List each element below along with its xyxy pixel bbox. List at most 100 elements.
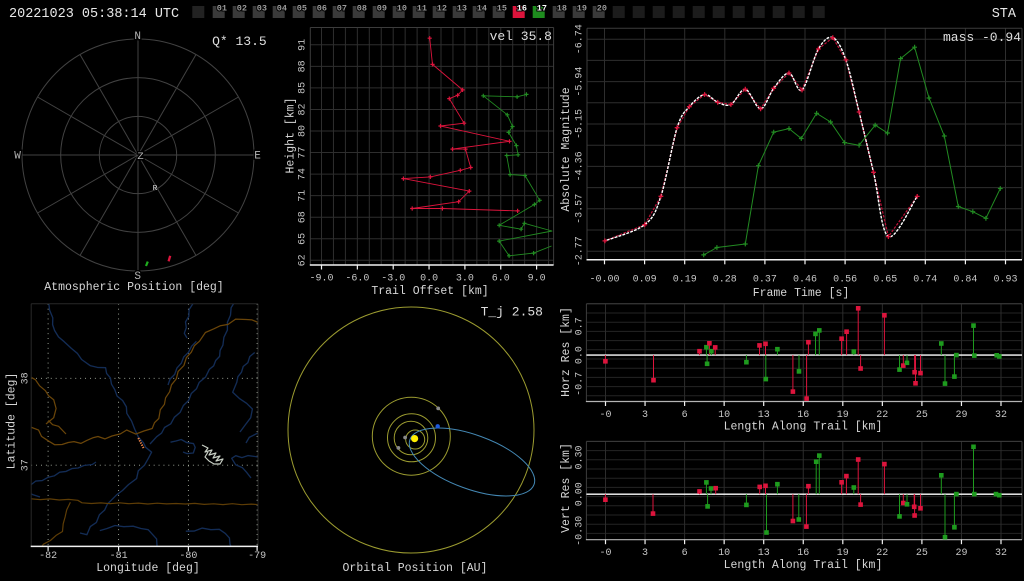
svg-text:19: 19: [577, 4, 587, 14]
svg-text:32: 32: [995, 410, 1007, 421]
svg-text:25: 25: [916, 548, 928, 559]
svg-text:25: 25: [916, 410, 928, 421]
svg-text:0.19: 0.19: [673, 275, 697, 286]
svg-text:16: 16: [517, 4, 527, 14]
svg-text:Atmospheric Position [deg]: Atmospheric Position [deg]: [44, 281, 223, 294]
svg-text:80: 80: [298, 125, 309, 137]
svg-text:32: 32: [995, 548, 1007, 559]
svg-text:-0.7: -0.7: [575, 372, 586, 396]
svg-text:10: 10: [397, 4, 407, 14]
svg-text:04: 04: [277, 4, 287, 14]
svg-text:02: 02: [237, 4, 247, 14]
svg-text:Orbital Position [AU]: Orbital Position [AU]: [343, 562, 488, 575]
svg-text:68: 68: [298, 211, 309, 223]
svg-text:Length Along Trail [km]: Length Along Trail [km]: [724, 421, 883, 434]
svg-text:0.84: 0.84: [953, 275, 977, 286]
svg-text:0.00: 0.00: [575, 482, 586, 506]
svg-text:22: 22: [876, 410, 888, 421]
svg-text:14: 14: [477, 4, 487, 14]
svg-text:-3.0: -3.0: [381, 273, 405, 284]
svg-text:W: W: [14, 151, 21, 163]
svg-text:15: 15: [497, 4, 507, 14]
svg-text:Frame Time [s]: Frame Time [s]: [753, 287, 850, 300]
svg-text:82: 82: [298, 103, 309, 115]
svg-text:6: 6: [682, 548, 688, 559]
svg-text:13: 13: [457, 4, 467, 14]
svg-text:16: 16: [797, 548, 809, 559]
svg-text:STA: STA: [992, 7, 1017, 22]
svg-text:19: 19: [837, 548, 849, 559]
svg-text:0.28: 0.28: [713, 275, 737, 286]
svg-text:0.0: 0.0: [575, 346, 586, 364]
svg-text:N: N: [134, 31, 141, 43]
svg-text:-0: -0: [599, 410, 611, 421]
svg-text:11: 11: [417, 4, 427, 14]
svg-text:-3.57: -3.57: [575, 194, 586, 224]
svg-text:-4.36: -4.36: [575, 151, 586, 181]
svg-text:13: 13: [758, 548, 770, 559]
svg-text:0.56: 0.56: [833, 275, 857, 286]
svg-text:Horz Res [km]: Horz Res [km]: [560, 307, 573, 397]
svg-text:3: 3: [642, 410, 648, 421]
svg-text:-6.0: -6.0: [345, 273, 369, 284]
svg-text:6.0: 6.0: [492, 273, 510, 284]
svg-text:03: 03: [257, 4, 267, 14]
svg-text:18: 18: [557, 4, 567, 14]
svg-text:07: 07: [337, 4, 347, 14]
svg-text:-5.15: -5.15: [575, 109, 586, 139]
svg-text:Longitude [deg]: Longitude [deg]: [96, 562, 200, 575]
svg-text:Latitude [deg]: Latitude [deg]: [6, 373, 19, 470]
svg-text:16: 16: [797, 410, 809, 421]
svg-text:-80: -80: [179, 551, 197, 562]
svg-text:17: 17: [537, 4, 547, 14]
svg-text:9.0: 9.0: [528, 273, 546, 284]
svg-text:-0: -0: [599, 548, 611, 559]
svg-text:12: 12: [437, 4, 447, 14]
svg-text:29: 29: [955, 548, 967, 559]
svg-text:0.74: 0.74: [913, 275, 937, 286]
svg-text:38: 38: [21, 372, 32, 384]
svg-text:Z: Z: [137, 151, 143, 163]
svg-text:3: 3: [642, 548, 648, 559]
svg-text:-5.94: -5.94: [575, 67, 586, 97]
svg-text:E: E: [254, 151, 261, 163]
svg-text:vel 35.8: vel 35.8: [490, 29, 552, 44]
svg-text:88: 88: [298, 60, 309, 72]
svg-text:Height [km]: Height [km]: [285, 98, 298, 174]
svg-text:Length Along Trail [km]: Length Along Trail [km]: [724, 559, 883, 572]
svg-text:0.46: 0.46: [793, 275, 817, 286]
svg-text:3.0: 3.0: [456, 273, 474, 284]
svg-text:-6.74: -6.74: [575, 24, 586, 54]
svg-text:Absolute Magnitude: Absolute Magnitude: [560, 87, 573, 211]
svg-text:74: 74: [298, 168, 309, 180]
svg-text:29: 29: [955, 410, 967, 421]
svg-text:-79: -79: [248, 551, 266, 562]
svg-text:10: 10: [718, 410, 730, 421]
svg-text:91: 91: [298, 39, 309, 51]
svg-text:0.0: 0.0: [420, 273, 438, 284]
svg-text:37: 37: [21, 459, 32, 471]
svg-text:22: 22: [876, 548, 888, 559]
svg-text:Q* 13.5: Q* 13.5: [212, 34, 267, 49]
svg-text:0.7: 0.7: [575, 317, 586, 335]
svg-text:19: 19: [837, 410, 849, 421]
svg-text:0.30: 0.30: [575, 445, 586, 469]
svg-text:05: 05: [297, 4, 307, 14]
svg-text:0.93: 0.93: [993, 275, 1017, 286]
svg-text:S: S: [134, 271, 141, 283]
svg-text:6: 6: [682, 410, 688, 421]
svg-text:0.65: 0.65: [873, 275, 897, 286]
svg-text:65: 65: [298, 233, 309, 245]
svg-text:Trail Offset [km]: Trail Offset [km]: [371, 285, 488, 298]
svg-text:62: 62: [298, 254, 309, 266]
svg-text:-2.77: -2.77: [575, 236, 586, 266]
svg-text:0.37: 0.37: [753, 275, 777, 286]
svg-text:0.09: 0.09: [633, 275, 657, 286]
svg-text:13: 13: [758, 410, 770, 421]
svg-text:-0.30: -0.30: [575, 516, 586, 546]
svg-text:01: 01: [217, 4, 227, 14]
svg-text:06: 06: [317, 4, 327, 14]
svg-text:20221023 05:38:14 UTC: 20221023 05:38:14 UTC: [9, 7, 179, 22]
svg-text:Vert Res [km]: Vert Res [km]: [560, 443, 573, 533]
svg-text:-0.00: -0.00: [589, 275, 619, 286]
